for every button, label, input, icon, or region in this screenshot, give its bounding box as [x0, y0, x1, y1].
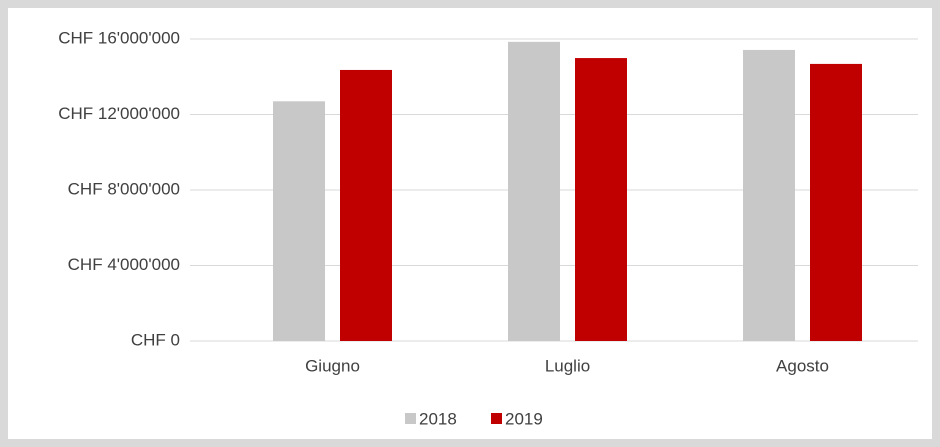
legend-label: 2018 [419, 409, 457, 428]
x-tick-label: Agosto [776, 356, 829, 375]
bar [508, 41, 560, 342]
y-tick-label: CHF 16'000'000 [58, 28, 180, 47]
legend-swatch [405, 413, 416, 424]
bar [810, 63, 862, 341]
legend-label: 2019 [505, 409, 543, 428]
y-tick-label: CHF 4'000'000 [68, 255, 180, 274]
legend-swatch [491, 413, 502, 424]
x-tick-label: Luglio [545, 356, 590, 375]
y-tick-label: CHF 0 [131, 330, 180, 349]
x-tick-label: Giugno [305, 356, 360, 375]
bar [575, 58, 627, 341]
bar [340, 69, 392, 341]
y-tick-label: CHF 8'000'000 [68, 179, 180, 198]
bar [273, 101, 325, 341]
y-tick-label: CHF 12'000'000 [58, 104, 180, 123]
bar [743, 49, 795, 341]
